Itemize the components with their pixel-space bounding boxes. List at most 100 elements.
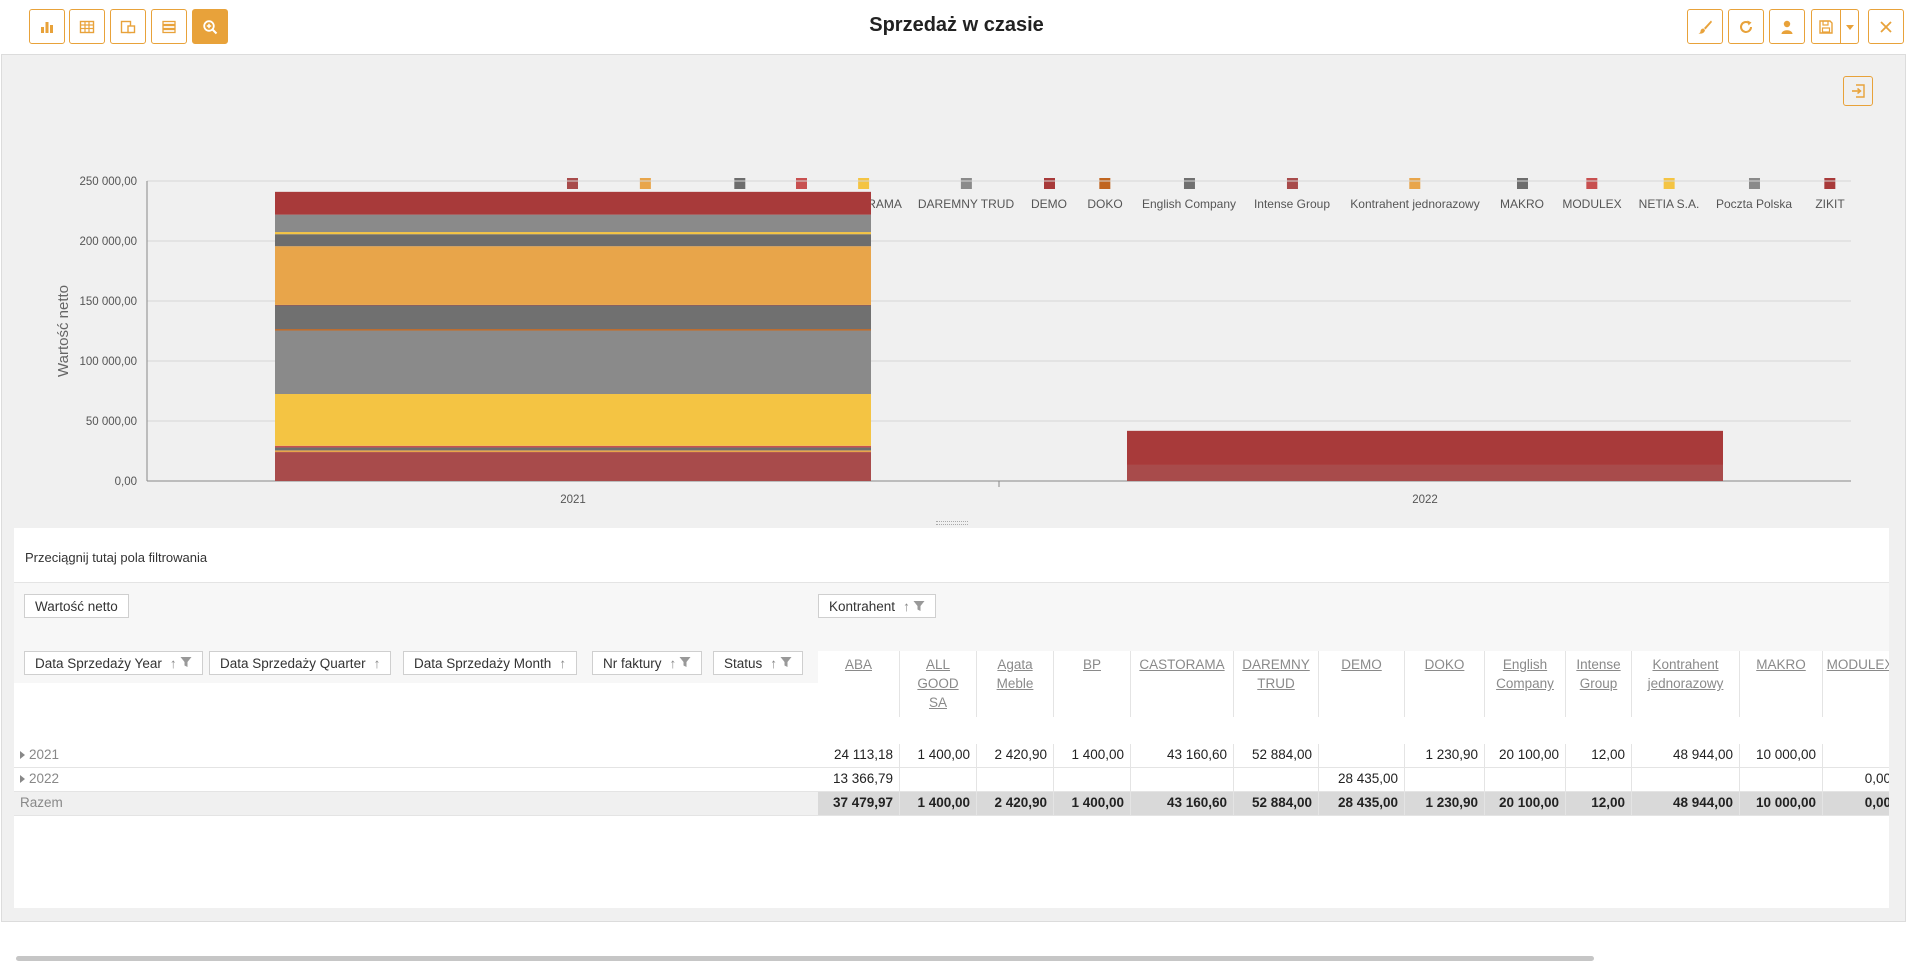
column-header[interactable]: DOKO [1405, 651, 1485, 717]
sort-icon[interactable]: ↑ [903, 598, 910, 614]
data-cell[interactable] [1823, 744, 1889, 767]
data-cell[interactable] [1131, 768, 1234, 791]
table-view-button[interactable] [69, 9, 105, 44]
row-field-button[interactable]: Data Sprzedaży Year ↑ [24, 651, 203, 675]
column-header[interactable]: DEMO [1319, 651, 1405, 717]
sort-icon[interactable]: ↑ [373, 655, 381, 671]
data-cell[interactable]: 1 400,00 [900, 744, 977, 767]
column-header[interactable]: ABA [818, 651, 900, 717]
data-cell[interactable] [1632, 768, 1740, 791]
data-cell[interactable]: 12,00 [1566, 744, 1632, 767]
data-cell[interactable]: 1 230,90 [1405, 792, 1485, 815]
data-cell[interactable]: 2 420,90 [977, 792, 1054, 815]
data-cell[interactable]: 10 000,00 [1740, 792, 1823, 815]
column-header[interactable]: CASTORAMA [1131, 651, 1234, 717]
data-cell[interactable]: 0,00 [1823, 792, 1889, 815]
legend-item[interactable]: ABA [560, 178, 584, 211]
data-cell[interactable]: 43 160,60 [1131, 744, 1234, 767]
row-field-button[interactable]: Status ↑ [713, 651, 804, 675]
row-header[interactable]: 2022 [14, 768, 59, 791]
data-cell[interactable]: 28 435,00 [1319, 792, 1405, 815]
data-cell[interactable]: 37 479,97 [818, 792, 900, 815]
column-header[interactable]: MAKRO [1740, 651, 1823, 717]
column-header[interactable]: Intense Group [1566, 651, 1632, 717]
data-cell[interactable] [1566, 768, 1632, 791]
data-cell[interactable]: 12,00 [1566, 792, 1632, 815]
expand-icon[interactable] [20, 775, 25, 783]
sort-icon[interactable]: ↑ [770, 655, 778, 671]
splitter-handle[interactable] [936, 521, 968, 525]
column-header[interactable]: BP [1054, 651, 1131, 717]
user-button[interactable] [1769, 9, 1805, 44]
style-button[interactable] [1687, 9, 1723, 44]
legend-item[interactable]: Kontrahent jednorazowy [1350, 178, 1480, 211]
legend-item[interactable]: English Company [1142, 178, 1236, 211]
data-cell[interactable] [900, 768, 977, 791]
row-field-button[interactable]: Data Sprzedaży Quarter ↑ [209, 651, 392, 675]
data-cell[interactable] [1485, 768, 1566, 791]
data-cell[interactable]: 52 884,00 [1234, 744, 1319, 767]
chart-view-button[interactable] [29, 9, 65, 44]
data-cell[interactable]: 24 113,18 [818, 744, 900, 767]
save-button[interactable] [1811, 9, 1841, 44]
data-cell[interactable]: 0,00 [1823, 768, 1889, 791]
legend-item[interactable]: Agata Meble [706, 178, 774, 211]
filter-icon[interactable] [180, 656, 192, 671]
filter-icon[interactable] [913, 600, 925, 612]
data-cell[interactable]: 52 884,00 [1234, 792, 1319, 815]
legend-item[interactable]: Intense Group [1254, 178, 1330, 211]
column-header[interactable]: Agata Meble [977, 651, 1054, 717]
pivot-view-button[interactable] [110, 9, 146, 44]
filter-icon[interactable] [679, 656, 691, 671]
column-field-kontrahent[interactable]: Kontrahent ↑ [818, 594, 936, 618]
data-cell[interactable]: 43 160,60 [1131, 792, 1234, 815]
horizontal-scrollbar[interactable] [16, 956, 1594, 961]
row-header[interactable]: 2021 [14, 744, 59, 767]
legend-item[interactable]: NETIA S.A. [1639, 178, 1699, 211]
legend-item[interactable]: BP [793, 178, 809, 211]
close-button[interactable] [1868, 9, 1904, 44]
data-cell[interactable]: 2 420,90 [977, 744, 1054, 767]
data-cell[interactable] [1405, 768, 1485, 791]
data-cell[interactable] [1234, 768, 1319, 791]
save-dropdown-button[interactable] [1840, 9, 1859, 44]
sort-icon[interactable]: ↑ [169, 655, 177, 671]
legend-item[interactable]: DEMO [1031, 178, 1067, 211]
data-cell[interactable]: 1 230,90 [1405, 744, 1485, 767]
data-cell[interactable]: 1 400,00 [900, 792, 977, 815]
data-cell[interactable]: 10 000,00 [1740, 744, 1823, 767]
legend-item[interactable]: DOKO [1087, 178, 1123, 211]
data-cell[interactable]: 20 100,00 [1485, 744, 1566, 767]
column-header[interactable]: English Company [1485, 651, 1566, 717]
data-field-button[interactable]: Wartość netto [24, 594, 129, 618]
refresh-button[interactable] [1728, 9, 1764, 44]
data-cell[interactable]: 48 944,00 [1632, 744, 1740, 767]
data-cell[interactable] [1054, 768, 1131, 791]
legend-item[interactable]: MODULEX [1562, 178, 1622, 211]
data-cell[interactable]: 1 400,00 [1054, 792, 1131, 815]
list-view-button[interactable] [151, 9, 187, 44]
legend-item[interactable]: MAKRO [1500, 178, 1544, 211]
data-cell[interactable]: 1 400,00 [1054, 744, 1131, 767]
export-chart-button[interactable] [1843, 76, 1873, 106]
column-header[interactable]: MODULEX [1823, 651, 1889, 717]
zoom-button[interactable] [192, 9, 228, 44]
column-header[interactable]: Kontrahent jednorazowy [1632, 651, 1740, 717]
legend-item[interactable]: CASTORAMA [826, 178, 902, 211]
legend-item[interactable]: ZIKIT [1815, 178, 1845, 211]
data-cell[interactable]: 20 100,00 [1485, 792, 1566, 815]
sort-icon[interactable]: ↑ [669, 655, 677, 671]
column-header[interactable]: ALL GOOD SA [900, 651, 977, 717]
legend-item[interactable]: Poczta Polska [1716, 178, 1792, 211]
data-cell[interactable]: 28 435,00 [1319, 768, 1405, 791]
legend-item[interactable]: ALL GOOD SA [605, 178, 685, 211]
column-header[interactable]: DAREMNY TRUD [1234, 651, 1319, 717]
legend-item[interactable]: DAREMNY TRUD [918, 178, 1014, 211]
row-field-button[interactable]: Data Sprzedaży Month ↑ [403, 651, 578, 675]
data-cell[interactable]: 48 944,00 [1632, 792, 1740, 815]
filter-icon[interactable] [780, 656, 792, 671]
data-cell[interactable] [1319, 744, 1405, 767]
sort-icon[interactable]: ↑ [559, 655, 567, 671]
data-cell[interactable] [1740, 768, 1823, 791]
data-cell[interactable]: 13 366,79 [818, 768, 900, 791]
